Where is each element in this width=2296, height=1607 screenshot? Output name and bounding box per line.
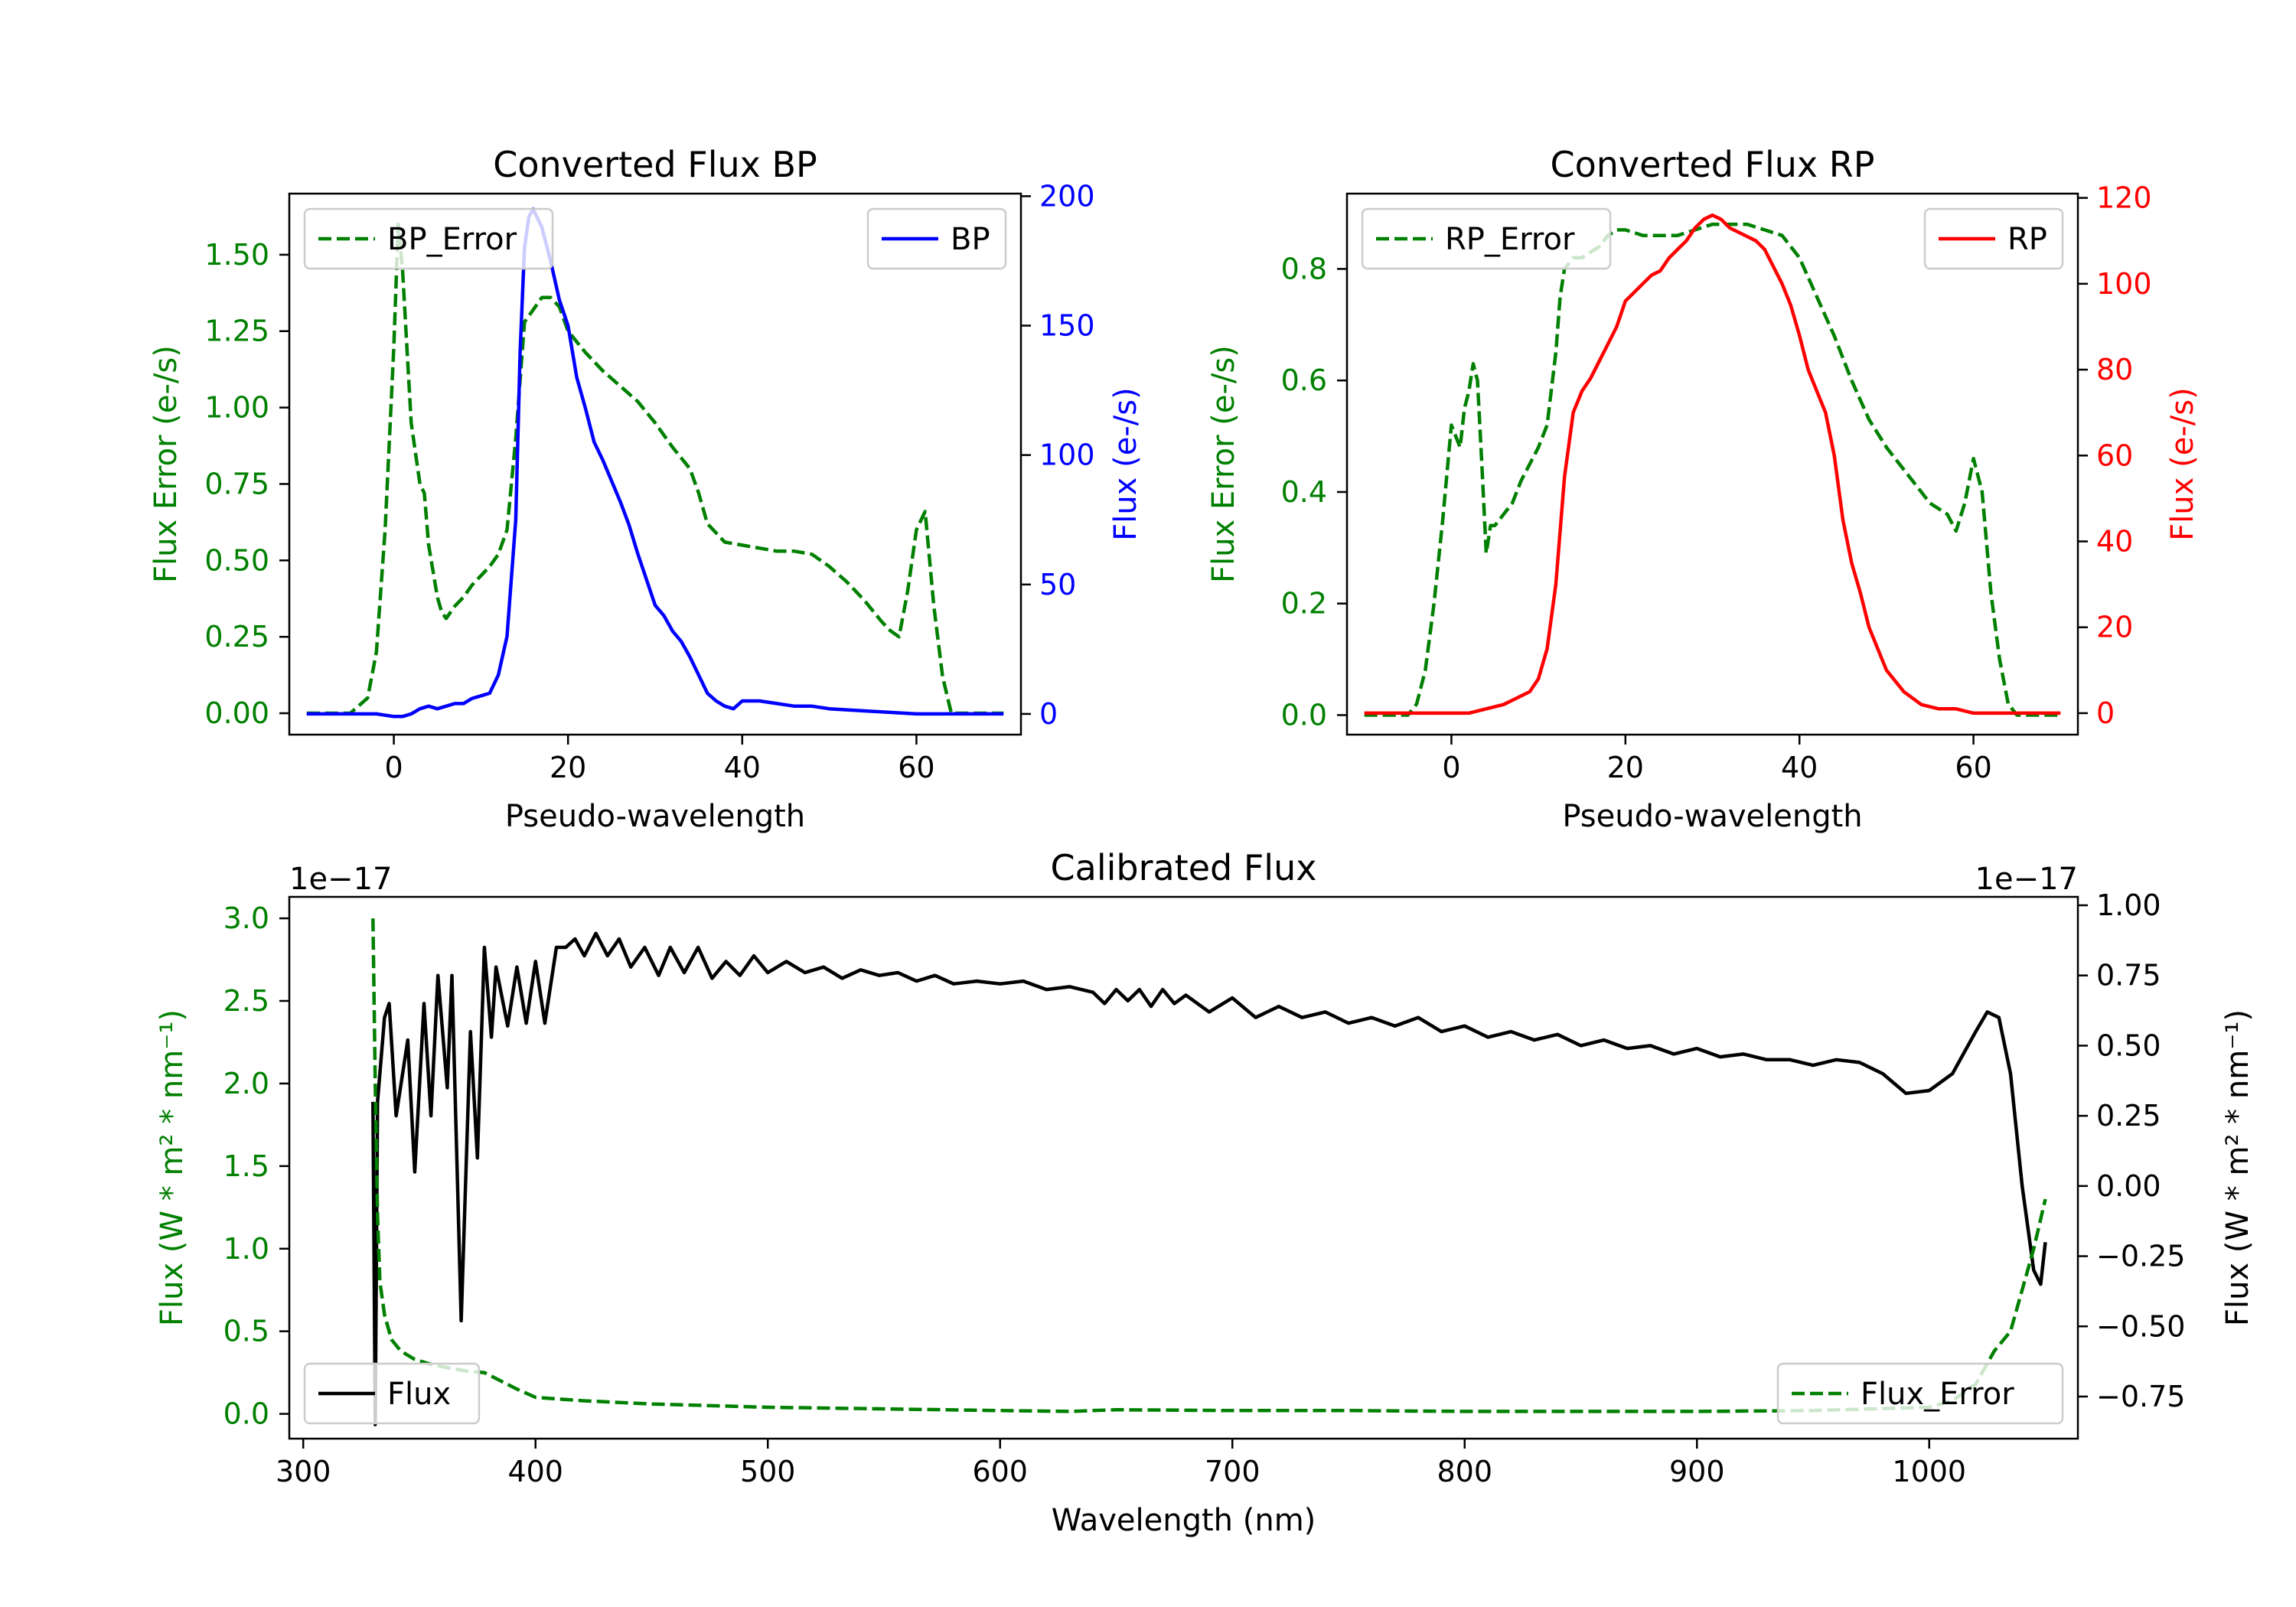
- legend-bp-error: BP_Error: [303, 207, 554, 270]
- left-y-tick-label: 0.5: [223, 1315, 269, 1348]
- left-y-tick-label: 1.50: [204, 238, 269, 272]
- x-axis-label: Pseudo-wavelength: [505, 799, 805, 834]
- x-tick-label: 20: [1607, 751, 1644, 784]
- chart-title: Converted Flux RP: [1551, 144, 1875, 185]
- legend-box: [1361, 207, 1612, 270]
- chart-rp: 0 20 40 60 0.0 0.2 0.4 0.6 0.8 0 20 40 60 80 100 120 Con…: [1206, 144, 2200, 834]
- series-line-rp: [1364, 213, 2061, 715]
- right-y-tick-label: 0.50: [2096, 1028, 2161, 1062]
- left-y-tick-label: 3.0: [223, 901, 269, 935]
- left-y-tick-label: 0.4: [1281, 475, 1327, 509]
- right-offset-text: 1e−17: [1975, 862, 2078, 897]
- right-y-tick-label: 80: [2096, 353, 2133, 386]
- legend-box: [303, 207, 554, 270]
- x-tick-label: 500: [740, 1455, 796, 1488]
- legend-box: [1776, 1362, 2064, 1425]
- legend-flux-error: Flux_Error: [1776, 1362, 2064, 1425]
- left-y-axis-label: Flux Error (e-/s): [148, 345, 184, 583]
- x-axis-label: Pseudo-wavelength: [1562, 799, 1862, 834]
- right-y-tick-label: 200: [1039, 179, 1095, 213]
- legend-label: RP_Error: [1445, 222, 1575, 257]
- legend-label: BP_Error: [387, 222, 517, 257]
- right-y-tick-label: 0.00: [2096, 1169, 2161, 1203]
- plot-frame: [288, 895, 2079, 1440]
- series-line-bp: [306, 207, 1004, 719]
- right-y-tick-label: 0.25: [2096, 1099, 2161, 1133]
- left-y-tick-label: 0.25: [204, 620, 269, 654]
- plot-frame: [1345, 192, 2079, 736]
- right-y-axis-label: Flux (W * m² * nm⁻¹): [2220, 1009, 2255, 1326]
- x-tick-label: 40: [724, 751, 761, 784]
- right-y-tick-label: 100: [1039, 438, 1095, 472]
- right-y-axis-label: Flux (e-/s): [2165, 387, 2200, 540]
- right-y-tick-label: 150: [1039, 309, 1095, 343]
- x-tick-label: 0: [1442, 751, 1460, 784]
- legend-label: Flux: [387, 1377, 451, 1412]
- left-y-tick-label: 1.0: [223, 1232, 269, 1266]
- left-y-tick-label: 0.75: [204, 467, 269, 500]
- series-line-rp-error: [1364, 222, 2061, 717]
- x-tick-label: 900: [1669, 1455, 1725, 1488]
- right-y-tick-label: 0: [1039, 697, 1058, 731]
- right-y-tick-label: 0: [2096, 696, 2115, 730]
- x-tick-label: 300: [276, 1455, 331, 1488]
- legend-label: RP: [2007, 222, 2047, 257]
- plot-frame: [288, 192, 1022, 736]
- chart-title: Converted Flux BP: [493, 144, 817, 185]
- left-y-tick-label: 0.8: [1281, 252, 1327, 285]
- x-tick-label: 700: [1205, 1455, 1261, 1488]
- x-tick-label: 40: [1781, 751, 1818, 784]
- right-y-tick-label: −0.50: [2096, 1309, 2185, 1343]
- left-y-tick-label: 1.00: [204, 391, 269, 425]
- right-y-tick-label: −0.75: [2096, 1380, 2185, 1413]
- left-y-tick-label: 2.0: [223, 1067, 269, 1100]
- left-y-axis-label: Flux (W * m² * nm⁻¹): [155, 1009, 190, 1326]
- left-y-tick-label: 0.6: [1281, 363, 1327, 397]
- left-y-tick-label: 0.2: [1281, 587, 1327, 621]
- x-tick-label: 400: [507, 1455, 563, 1488]
- x-tick-label: 20: [550, 751, 586, 784]
- left-y-tick-label: 0.50: [204, 543, 269, 577]
- right-y-tick-label: 100: [2096, 267, 2152, 301]
- chart-title: Calibrated Flux: [1051, 847, 1317, 888]
- chart-calibrated: 300 400 500 600 700 800 900 1000 0.0 0.5 1.0 1.5 2.0…: [155, 847, 2255, 1538]
- series-line-bp-error: [306, 222, 1004, 715]
- right-y-tick-label: 120: [2096, 181, 2152, 215]
- x-tick-label: 60: [1955, 751, 1991, 784]
- right-y-axis-label: Flux (e-/s): [1108, 387, 1143, 540]
- left-y-tick-label: 0.0: [223, 1397, 269, 1431]
- x-tick-label: 800: [1437, 1455, 1492, 1488]
- right-y-tick-label: −0.25: [2096, 1240, 2185, 1273]
- legend-label: Flux_Error: [1861, 1377, 2014, 1412]
- x-axis-label: Wavelength (nm): [1052, 1503, 1316, 1538]
- left-y-tick-label: 2.5: [223, 984, 269, 1018]
- x-tick-label: 1000: [1892, 1455, 1966, 1488]
- legend-box: [303, 1362, 481, 1425]
- right-y-tick-label: 60: [2096, 438, 2133, 472]
- x-tick-label: 0: [384, 751, 403, 784]
- series-line-flux: [371, 931, 2047, 1426]
- series-line-flux-error: [371, 918, 2047, 1413]
- x-tick-label: 60: [898, 751, 934, 784]
- chart-bp: 0 20 40 60 0.00 0.25 0.50 0.75 1.00 1.25 1.50 0 50 10…: [148, 144, 1143, 834]
- legend-rp: RP: [1923, 207, 2064, 270]
- right-y-tick-label: 50: [1039, 568, 1076, 601]
- left-y-tick-label: 1.25: [204, 315, 269, 348]
- left-y-tick-label: 0.0: [1281, 698, 1327, 732]
- legend-rp-error: RP_Error: [1361, 207, 1612, 270]
- right-y-tick-label: 1.00: [2096, 888, 2161, 922]
- legend-label: BP: [951, 222, 990, 257]
- left-y-axis-label: Flux Error (e-/s): [1206, 345, 1241, 583]
- right-y-tick-label: 20: [2096, 611, 2133, 644]
- left-offset-text: 1e−17: [289, 862, 392, 897]
- x-tick-label: 600: [972, 1455, 1028, 1488]
- legend-flux: Flux: [303, 1362, 481, 1425]
- left-y-tick-label: 0.00: [204, 696, 269, 730]
- legend-bp: BP: [866, 207, 1007, 270]
- right-y-tick-label: 40: [2096, 525, 2133, 559]
- left-y-tick-label: 1.5: [223, 1149, 269, 1183]
- right-y-tick-label: 0.75: [2096, 959, 2161, 993]
